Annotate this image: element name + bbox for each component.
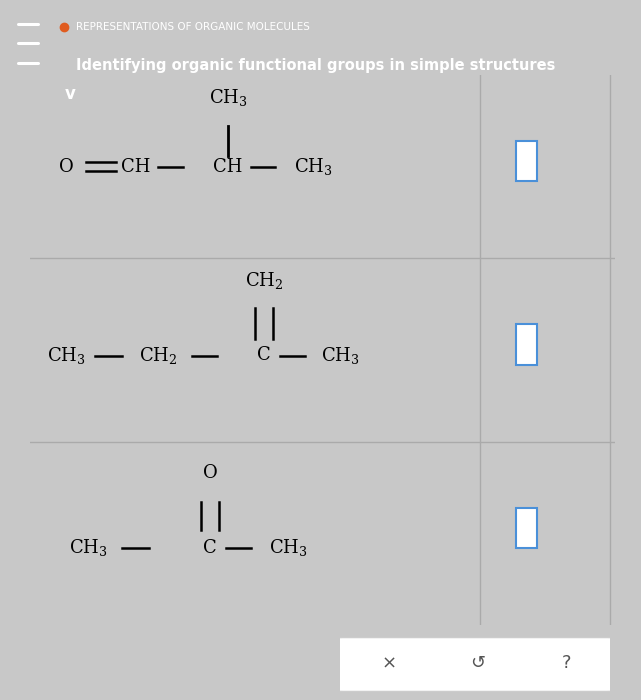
Text: $\mathdefault{CH_3}$: $\mathdefault{CH_3}$ — [47, 345, 85, 366]
Text: $\mathdefault{CH_2}$: $\mathdefault{CH_2}$ — [139, 345, 178, 366]
Text: $\mathdefault{CH_3}$: $\mathdefault{CH_3}$ — [321, 345, 360, 366]
FancyBboxPatch shape — [517, 508, 537, 548]
Text: $\mathdefault{CH_3}$: $\mathdefault{CH_3}$ — [294, 156, 333, 177]
Text: C: C — [257, 346, 271, 365]
Text: ×: × — [381, 654, 396, 673]
Text: CH: CH — [121, 158, 151, 176]
Text: ?: ? — [562, 654, 572, 673]
FancyBboxPatch shape — [332, 638, 618, 692]
Text: v: v — [65, 85, 76, 103]
Text: $\mathdefault{CH_3}$: $\mathdefault{CH_3}$ — [69, 538, 108, 559]
Text: ↺: ↺ — [470, 654, 485, 673]
Text: Identifying organic functional groups in simple structures: Identifying organic functional groups in… — [76, 58, 555, 74]
FancyBboxPatch shape — [517, 324, 537, 365]
Text: REPRESENTATIONS OF ORGANIC MOLECULES: REPRESENTATIONS OF ORGANIC MOLECULES — [76, 22, 310, 32]
Text: C: C — [203, 539, 217, 557]
Text: $\mathdefault{CH_2}$: $\mathdefault{CH_2}$ — [245, 270, 283, 291]
Text: $\mathdefault{CH_3}$: $\mathdefault{CH_3}$ — [269, 538, 308, 559]
FancyBboxPatch shape — [517, 141, 537, 181]
Text: O: O — [58, 158, 73, 176]
Text: O: O — [203, 464, 217, 482]
Text: CH: CH — [213, 158, 243, 176]
Text: $\mathdefault{CH_3}$: $\mathdefault{CH_3}$ — [208, 87, 247, 108]
